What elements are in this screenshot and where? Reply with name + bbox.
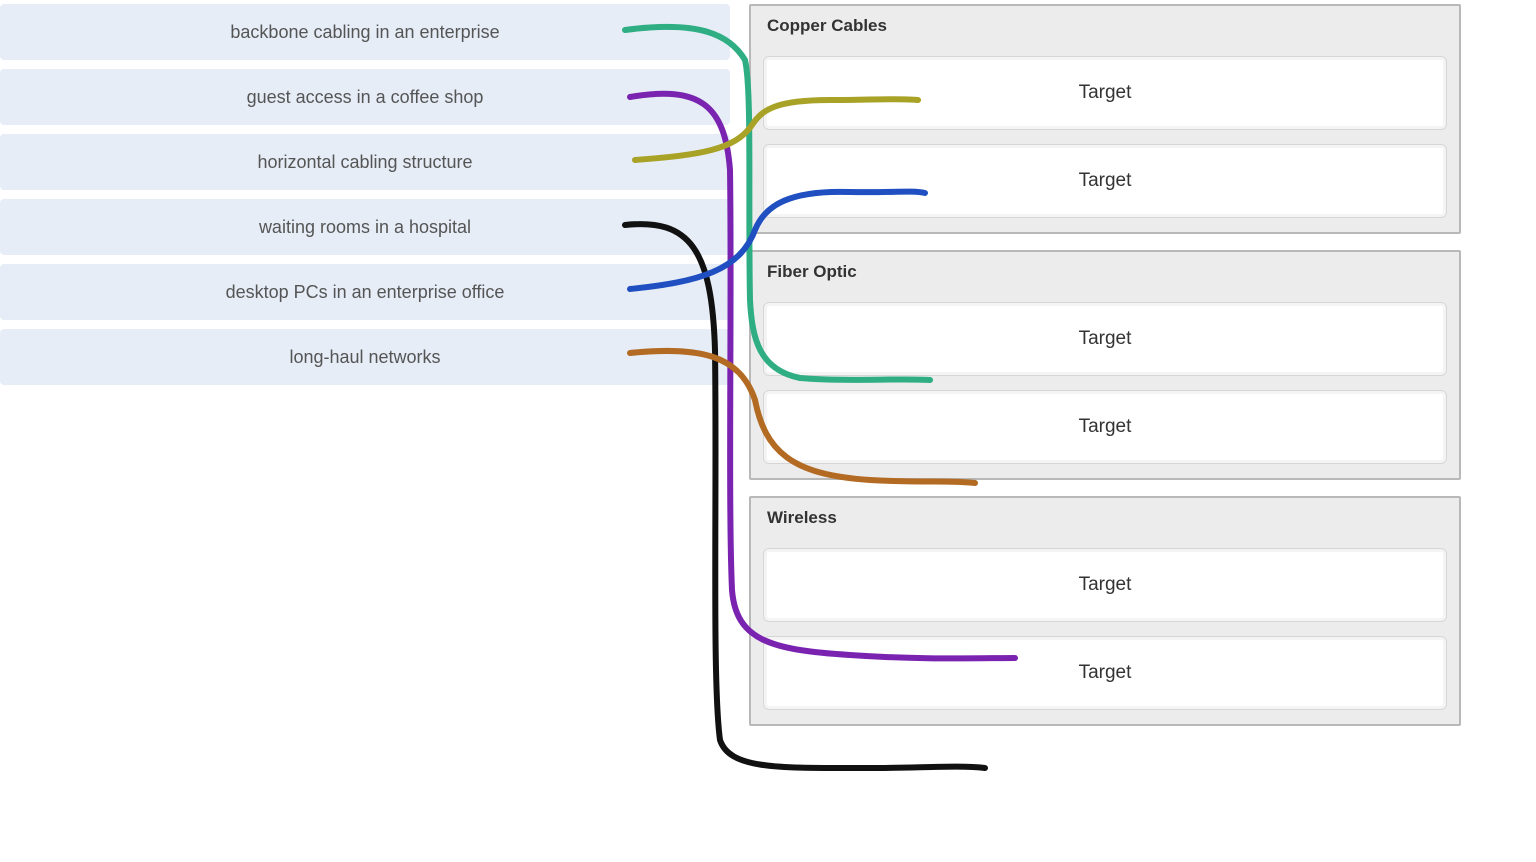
target-label: Target (1079, 416, 1132, 438)
source-label: guest access in a coffee shop (247, 87, 484, 108)
target-slot[interactable]: Target (763, 636, 1447, 710)
category-wireless: Wireless Target Target (749, 496, 1461, 726)
category-title: Copper Cables (751, 6, 1459, 46)
target-label: Target (1079, 574, 1132, 596)
category-copper-cables: Copper Cables Target Target (749, 4, 1461, 234)
source-label: waiting rooms in a hospital (259, 217, 471, 238)
target-column: Copper Cables Target Target Fiber Optic … (749, 4, 1461, 742)
source-item[interactable]: backbone cabling in an enterprise (0, 4, 730, 60)
target-label: Target (1079, 662, 1132, 684)
target-slot[interactable]: Target (763, 390, 1447, 464)
target-label: Target (1079, 328, 1132, 350)
source-item[interactable]: guest access in a coffee shop (0, 69, 730, 125)
source-item[interactable]: waiting rooms in a hospital (0, 199, 730, 255)
source-label: desktop PCs in an enterprise office (226, 282, 505, 303)
target-slot[interactable]: Target (763, 144, 1447, 218)
source-item[interactable]: long-haul networks (0, 329, 730, 385)
category-title: Wireless (751, 498, 1459, 538)
category-fiber-optic: Fiber Optic Target Target (749, 250, 1461, 480)
source-label: horizontal cabling structure (257, 152, 472, 173)
source-label: backbone cabling in an enterprise (230, 22, 499, 43)
target-slot[interactable]: Target (763, 302, 1447, 376)
category-title: Fiber Optic (751, 252, 1459, 292)
matching-exercise: backbone cabling in an enterprise guest … (0, 0, 1536, 862)
source-column: backbone cabling in an enterprise guest … (0, 4, 730, 394)
target-label: Target (1079, 170, 1132, 192)
target-slot[interactable]: Target (763, 548, 1447, 622)
source-item[interactable]: desktop PCs in an enterprise office (0, 264, 730, 320)
source-label: long-haul networks (289, 347, 440, 368)
source-item[interactable]: horizontal cabling structure (0, 134, 730, 190)
target-slot[interactable]: Target (763, 56, 1447, 130)
target-label: Target (1079, 82, 1132, 104)
